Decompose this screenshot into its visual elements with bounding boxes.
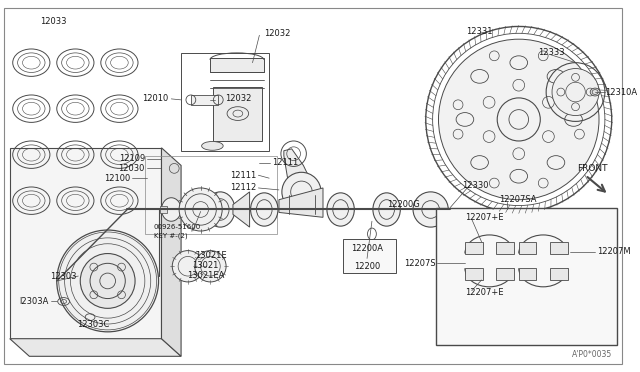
Circle shape xyxy=(413,192,448,227)
Ellipse shape xyxy=(284,203,319,212)
Circle shape xyxy=(438,39,599,200)
Bar xyxy=(465,242,483,254)
Bar xyxy=(181,53,269,151)
Text: 12207SA: 12207SA xyxy=(499,195,537,204)
Text: 12207S: 12207S xyxy=(404,259,436,268)
Text: 12111: 12111 xyxy=(272,158,298,167)
Text: 12331: 12331 xyxy=(467,27,493,36)
Text: 12033: 12033 xyxy=(40,17,67,26)
Text: 13021E: 13021E xyxy=(195,251,227,260)
Text: 12207+E: 12207+E xyxy=(465,213,504,222)
Text: 12100: 12100 xyxy=(104,174,130,183)
Text: 12207M: 12207M xyxy=(597,247,630,256)
Bar xyxy=(496,242,514,254)
Text: 12330: 12330 xyxy=(462,180,488,189)
Ellipse shape xyxy=(327,193,355,226)
Text: 12112: 12112 xyxy=(230,183,257,192)
Text: 12200G: 12200G xyxy=(387,200,419,209)
Text: 13021: 13021 xyxy=(193,261,219,270)
Bar xyxy=(211,58,264,73)
Polygon shape xyxy=(10,339,181,356)
Circle shape xyxy=(179,188,222,231)
Circle shape xyxy=(282,172,321,211)
Ellipse shape xyxy=(590,88,600,96)
Text: 12303C: 12303C xyxy=(77,321,109,330)
Text: 12207+E: 12207+E xyxy=(465,288,504,297)
Ellipse shape xyxy=(251,193,278,226)
Polygon shape xyxy=(233,192,250,227)
Text: 12109: 12109 xyxy=(118,154,145,163)
Bar xyxy=(159,206,168,214)
Bar xyxy=(550,242,568,254)
Circle shape xyxy=(195,251,226,282)
Text: 00926-51600: 00926-51600 xyxy=(154,224,201,230)
Text: A'P0*0035: A'P0*0035 xyxy=(572,350,612,359)
Text: 12032: 12032 xyxy=(225,94,252,103)
Text: 12303: 12303 xyxy=(50,272,76,280)
Bar xyxy=(145,155,277,234)
Bar xyxy=(436,208,616,344)
Text: l2303A: l2303A xyxy=(20,297,49,306)
Text: 12030: 12030 xyxy=(118,164,145,173)
Text: KEY #-(2): KEY #-(2) xyxy=(154,232,188,239)
Text: 12032: 12032 xyxy=(264,29,291,38)
Bar xyxy=(519,242,536,254)
Ellipse shape xyxy=(161,198,181,221)
Ellipse shape xyxy=(373,193,400,226)
Text: 12200: 12200 xyxy=(354,262,380,271)
Bar xyxy=(465,268,483,280)
Text: 12010: 12010 xyxy=(142,94,168,103)
Circle shape xyxy=(172,251,204,282)
Bar xyxy=(496,268,514,280)
Text: 13021EA: 13021EA xyxy=(187,270,224,280)
Bar xyxy=(550,268,568,280)
Polygon shape xyxy=(161,148,181,356)
Text: FRONT: FRONT xyxy=(577,164,608,173)
Text: 12111: 12111 xyxy=(230,171,257,180)
Bar xyxy=(519,268,536,280)
Text: 12200A: 12200A xyxy=(351,244,383,253)
Ellipse shape xyxy=(202,141,223,150)
Bar xyxy=(342,239,396,273)
Polygon shape xyxy=(279,188,323,217)
Ellipse shape xyxy=(205,192,235,227)
Polygon shape xyxy=(10,148,161,339)
Circle shape xyxy=(80,254,135,308)
Text: 12310A: 12310A xyxy=(605,87,637,97)
Circle shape xyxy=(57,230,159,332)
Bar xyxy=(213,87,262,141)
Polygon shape xyxy=(284,149,315,200)
Bar xyxy=(191,95,218,105)
Text: 12333: 12333 xyxy=(538,48,564,57)
Circle shape xyxy=(552,68,599,116)
